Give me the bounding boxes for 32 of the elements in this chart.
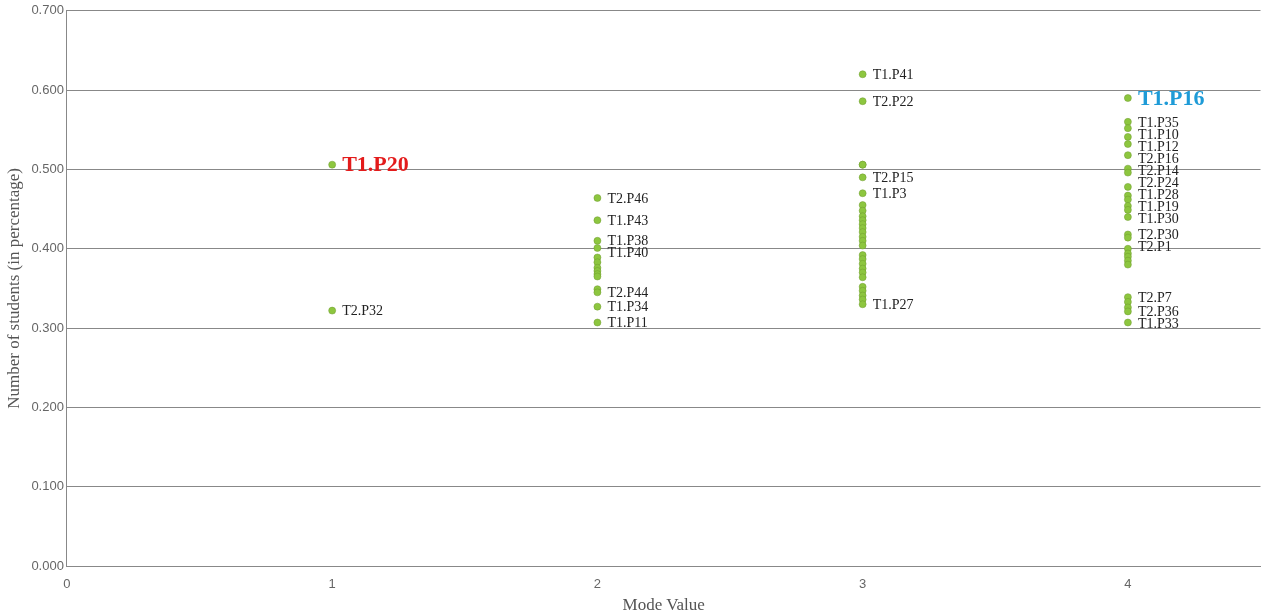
x-axis-title: Mode Value (622, 595, 705, 615)
data-label: T1.P27 (872, 296, 914, 312)
data-label: T2.P1 (1137, 239, 1172, 255)
y-tick-label: 0.100 (31, 478, 64, 494)
data-label: T2.P32 (342, 303, 384, 319)
x-tick-label: 1 (328, 576, 336, 592)
data-label: T1.P11 (607, 315, 648, 331)
annotation: T1.P16 (1137, 84, 1205, 110)
x-tick-label: 2 (593, 576, 602, 592)
y-axis-title: Number of students (in percentage) (3, 168, 23, 409)
y-tick-label: 0.400 (31, 240, 64, 256)
data-label: T2.P46 (607, 190, 649, 206)
y-tick-label: 0.600 (31, 81, 64, 97)
x-tick-label: 4 (1124, 576, 1132, 592)
y-tick-label: 0.200 (31, 398, 64, 414)
annotation: T1.P20 (342, 151, 409, 177)
data-label: T2.P15 (872, 170, 914, 186)
data-label: T2.P7 (1137, 289, 1172, 305)
y-tick-label: 0.500 (31, 161, 64, 177)
y-tick-label: 0.000 (31, 557, 64, 573)
x-tick-label: 0 (63, 576, 71, 592)
data-label: T2.P44 (607, 285, 649, 301)
data-label: T1.P40 (607, 245, 649, 261)
data-label: T1.P43 (607, 212, 649, 228)
data-label: T1.P3 (872, 185, 907, 201)
y-tick-label: 0.700 (31, 2, 64, 18)
y-tick-label: 0.300 (31, 319, 64, 335)
x-tick-label: 3 (859, 576, 867, 592)
data-label: T1.P41 (872, 66, 914, 82)
data-label: T1.P34 (607, 299, 649, 315)
data-label: T1.P33 (1137, 316, 1179, 332)
data-label: T2.P22 (872, 93, 914, 109)
